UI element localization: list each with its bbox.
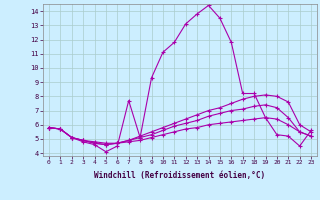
X-axis label: Windchill (Refroidissement éolien,°C): Windchill (Refroidissement éolien,°C) [94,171,266,180]
